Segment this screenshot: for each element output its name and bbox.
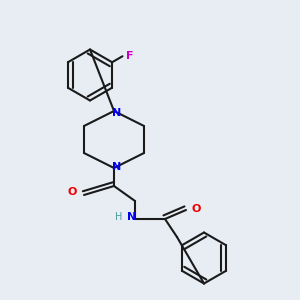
Text: O: O — [192, 203, 201, 214]
Text: F: F — [126, 51, 134, 61]
Text: N: N — [112, 161, 122, 172]
Text: N: N — [128, 212, 136, 223]
Text: N: N — [112, 107, 122, 118]
Text: H: H — [115, 212, 122, 223]
Text: O: O — [67, 187, 77, 197]
